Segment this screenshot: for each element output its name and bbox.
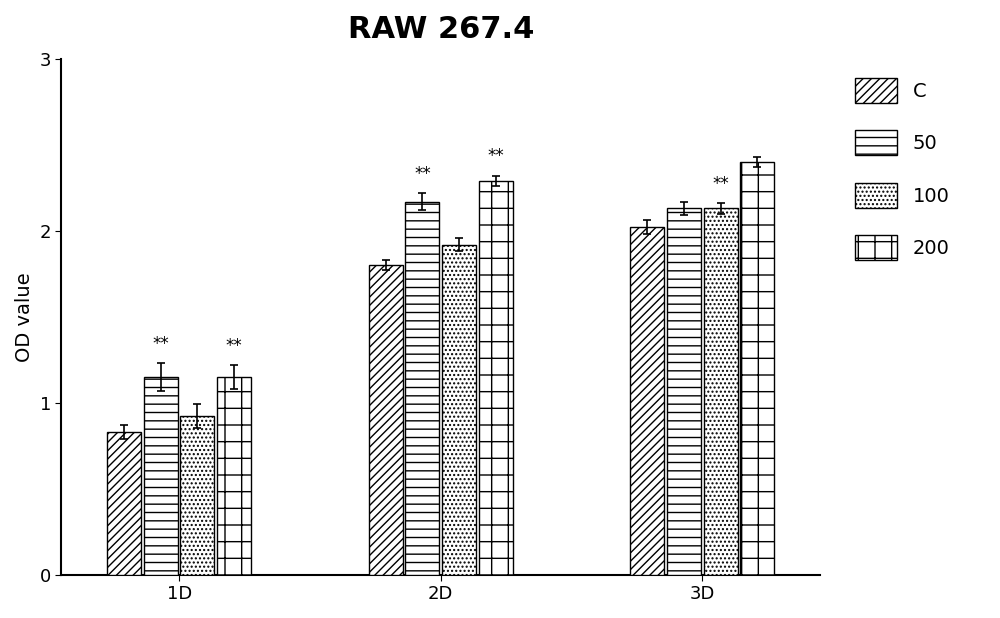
- Text: **: **: [226, 337, 242, 355]
- Bar: [630, 227, 664, 575]
- Bar: [667, 208, 701, 575]
- Y-axis label: OD value: OD value: [15, 272, 34, 362]
- Bar: [479, 181, 513, 575]
- Bar: [405, 201, 439, 575]
- Bar: [442, 245, 476, 575]
- Bar: [180, 417, 214, 575]
- Text: **: **: [414, 164, 431, 182]
- Title: RAW 267.4: RAW 267.4: [348, 15, 534, 44]
- Bar: [740, 162, 774, 575]
- Text: **: **: [487, 148, 504, 166]
- Bar: [369, 265, 403, 575]
- Bar: [217, 377, 251, 575]
- Legend: C, 50, 100, 200: C, 50, 100, 200: [845, 69, 960, 269]
- Bar: [107, 432, 141, 575]
- Bar: [704, 208, 738, 575]
- Text: **: **: [712, 175, 729, 193]
- Text: **: **: [152, 335, 169, 353]
- Bar: [144, 377, 178, 575]
